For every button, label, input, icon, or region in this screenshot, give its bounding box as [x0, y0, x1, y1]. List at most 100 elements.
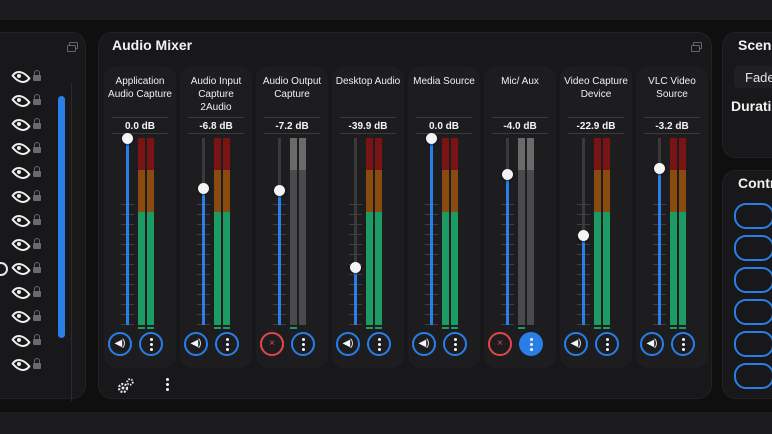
volume-slider[interactable] [425, 133, 438, 325]
meter-segment [366, 138, 373, 170]
float-dock-icon[interactable] [67, 42, 78, 52]
controls-button-4[interactable] [734, 299, 772, 325]
volume-slider-handle[interactable] [578, 230, 589, 241]
source-row[interactable] [0, 306, 57, 330]
eye-icon[interactable] [11, 259, 31, 279]
mixer-settings-button[interactable] [116, 377, 136, 395]
eye-icon[interactable] [11, 331, 31, 351]
mute-toggle-button[interactable]: ◀) [336, 332, 360, 356]
eye-icon[interactable] [11, 355, 31, 375]
volume-slider-handle[interactable] [198, 183, 209, 194]
lock-icon[interactable] [33, 118, 41, 129]
volume-slider[interactable] [197, 138, 210, 325]
source-row[interactable] [0, 90, 57, 114]
volume-slider-handle[interactable] [350, 262, 361, 273]
level-meter [670, 138, 677, 329]
source-row[interactable] [0, 66, 57, 90]
mute-toggle-button[interactable]: ◀) [564, 332, 588, 356]
mute-toggle-button[interactable]: ◀) [184, 332, 208, 356]
lock-icon[interactable] [33, 166, 41, 177]
meter-segment [451, 212, 458, 325]
controls-button-6[interactable] [734, 363, 772, 389]
controls-button-5[interactable] [734, 331, 772, 357]
volume-slider[interactable] [121, 133, 134, 325]
meter-peak [214, 327, 221, 329]
eye-icon[interactable] [11, 211, 31, 231]
sources-dock [0, 32, 86, 401]
channel-volume-db: 0.0 dB [124, 121, 155, 132]
volume-slider-handle[interactable] [654, 163, 665, 174]
float-dock-icon[interactable] [691, 42, 702, 52]
volume-slider-handle[interactable] [426, 133, 437, 144]
source-row[interactable] [0, 354, 57, 378]
source-row[interactable] [0, 282, 57, 306]
slider-tick [577, 224, 590, 225]
channel-menu-button[interactable] [671, 332, 695, 356]
lock-icon[interactable] [33, 70, 41, 81]
source-row[interactable] [0, 234, 57, 258]
eye-icon[interactable] [11, 115, 31, 135]
mute-toggle-button[interactable]: ◀) [412, 332, 436, 356]
volume-slider[interactable] [349, 138, 362, 325]
lock-icon[interactable] [33, 358, 41, 369]
lock-icon[interactable] [33, 286, 41, 297]
speaker-muted-icon: × [497, 338, 503, 349]
channel-menu-button[interactable] [367, 332, 391, 356]
lock-icon[interactable] [33, 94, 41, 105]
volume-slider[interactable] [577, 138, 590, 325]
volume-slider-handle[interactable] [122, 133, 133, 144]
controls-button-2[interactable] [734, 235, 772, 261]
level-meter [442, 138, 449, 329]
eye-pupil [17, 266, 21, 270]
eye-icon[interactable] [11, 187, 31, 207]
channel-menu-button[interactable] [443, 332, 467, 356]
mixer-menu-button[interactable] [162, 378, 172, 396]
channel-menu-button[interactable] [139, 332, 163, 356]
lock-icon[interactable] [33, 310, 41, 321]
mute-toggle-button[interactable]: × [260, 332, 284, 356]
source-row[interactable] [0, 210, 57, 234]
controls-button-1[interactable] [734, 203, 772, 229]
eye-icon[interactable] [11, 139, 31, 159]
eye-icon[interactable] [11, 283, 31, 303]
volume-slider[interactable] [273, 138, 286, 325]
volume-slider-handle[interactable] [502, 169, 513, 180]
eye-pupil [17, 122, 21, 126]
source-row[interactable] [0, 330, 57, 354]
meter-peak [223, 327, 230, 329]
lock-icon[interactable] [33, 214, 41, 225]
source-row[interactable] [0, 186, 57, 210]
eye-icon[interactable] [11, 163, 31, 183]
source-row[interactable] [0, 258, 57, 282]
lock-icon[interactable] [33, 190, 41, 201]
mute-toggle-button[interactable]: ◀) [640, 332, 664, 356]
channel-menu-button[interactable] [291, 332, 315, 356]
volume-slider[interactable] [501, 138, 514, 325]
lock-icon[interactable] [33, 334, 41, 345]
channel-menu-button[interactable] [595, 332, 619, 356]
source-row[interactable] [0, 114, 57, 138]
source-row[interactable] [0, 138, 57, 162]
channel-menu-button[interactable] [215, 332, 239, 356]
transition-select[interactable]: Fade [734, 66, 772, 88]
level-meter [214, 138, 221, 329]
source-row[interactable] [0, 162, 57, 186]
eye-icon[interactable] [11, 235, 31, 255]
sources-scrollbar[interactable] [58, 96, 65, 338]
channel-menu-button[interactable] [519, 332, 543, 356]
lock-icon[interactable] [33, 142, 41, 153]
volume-slider-handle[interactable] [274, 185, 285, 196]
mute-toggle-button[interactable]: ◀) [108, 332, 132, 356]
eye-icon[interactable] [11, 91, 31, 111]
eye-icon[interactable] [11, 307, 31, 327]
meter-peak [679, 327, 686, 329]
meter-segment [138, 212, 145, 325]
volume-slider[interactable] [653, 138, 666, 325]
mute-toggle-button[interactable]: × [488, 332, 512, 356]
slider-tick [577, 214, 590, 215]
eye-icon[interactable] [11, 67, 31, 87]
lock-icon[interactable] [33, 238, 41, 249]
controls-button-3[interactable] [734, 267, 772, 293]
audio-mixer-title: Audio Mixer [112, 37, 193, 53]
lock-icon[interactable] [33, 262, 41, 273]
